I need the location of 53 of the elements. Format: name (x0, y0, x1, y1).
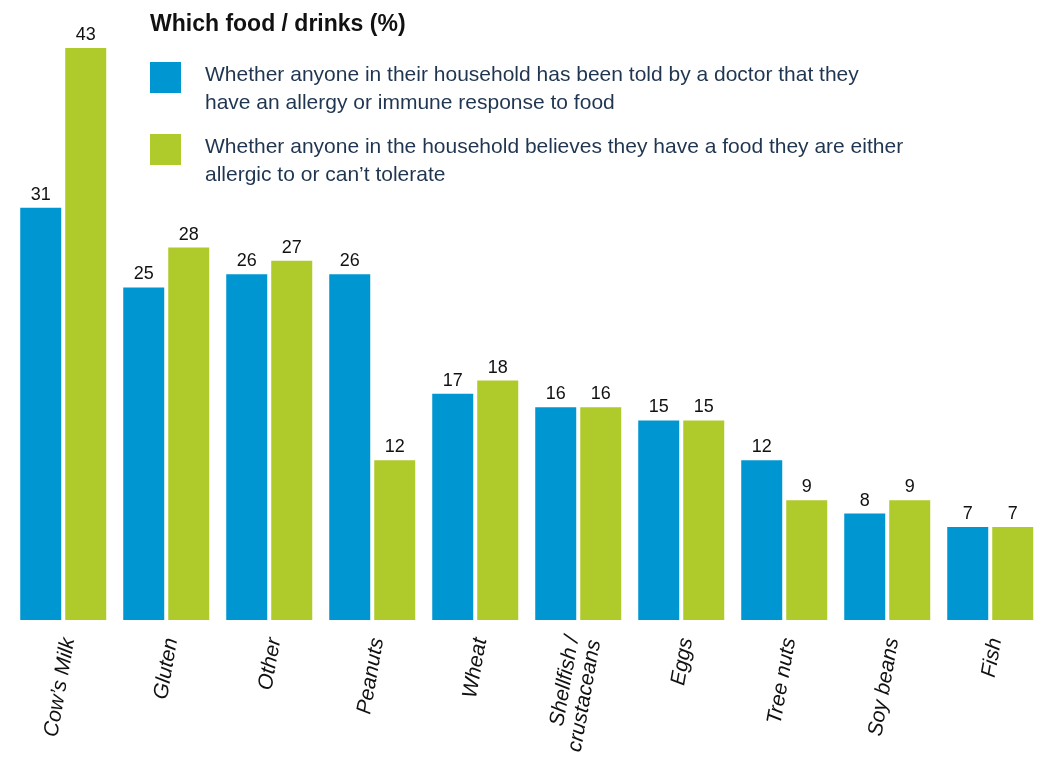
bar (226, 274, 268, 620)
bar (741, 460, 783, 620)
bar (992, 526, 1034, 620)
data-label: 31 (30, 183, 51, 204)
x-tick-label: Soy beans (862, 635, 903, 738)
data-label: 43 (75, 24, 96, 44)
x-tick-label: Tree nuts (761, 635, 800, 726)
legend-label: Whether anyone in their household has been told by a doctor that they have an allergy or immune response to food (205, 61, 860, 115)
bar (271, 260, 313, 620)
chart-title: Which food / drinks (%) (150, 10, 406, 37)
data-label: 17 (442, 369, 463, 390)
data-label: 12 (384, 436, 405, 457)
bar (889, 500, 931, 620)
legend-label: Whether anyone in the household believes they have a food they are either allergic to or can’t tolerate (205, 133, 905, 187)
data-label: 18 (487, 356, 508, 377)
bar (65, 48, 107, 620)
data-label: 15 (648, 396, 669, 417)
data-label: 27 (281, 236, 302, 257)
data-label: 16 (590, 383, 611, 404)
bar (683, 420, 725, 620)
data-label: 25 (133, 263, 154, 284)
data-label: 9 (801, 476, 812, 497)
x-tick-label: Shellfish / crustaceans (544, 631, 605, 754)
bar (123, 287, 165, 620)
data-label: 15 (693, 396, 714, 417)
x-tick-label: Wheat (457, 634, 491, 700)
bar (786, 500, 828, 620)
data-label: 8 (859, 489, 870, 510)
bar (432, 393, 474, 620)
bar (168, 247, 210, 620)
x-tick-label: Cow’s Milk (38, 634, 79, 739)
data-label: 26 (236, 250, 257, 271)
bar (844, 513, 886, 620)
bar (329, 274, 371, 620)
bar (535, 407, 577, 620)
data-label: 26 (339, 250, 360, 271)
data-label: 9 (904, 476, 915, 497)
bar (947, 526, 989, 620)
data-label: 7 (962, 502, 973, 523)
data-label: 16 (545, 383, 566, 404)
data-label: 12 (751, 436, 772, 457)
x-tick-label: Eggs (665, 635, 697, 688)
x-tick-label: Gluten (147, 635, 182, 701)
data-label: 7 (1007, 502, 1018, 523)
bar (638, 420, 680, 620)
x-tick-label: Other (252, 634, 285, 692)
x-tick-label: Fish (975, 635, 1006, 679)
bar (477, 380, 519, 620)
x-tick-label: Peanuts (351, 635, 388, 716)
data-label: 28 (178, 223, 199, 244)
bar (580, 407, 622, 620)
bar (20, 207, 62, 620)
bar (374, 460, 416, 620)
